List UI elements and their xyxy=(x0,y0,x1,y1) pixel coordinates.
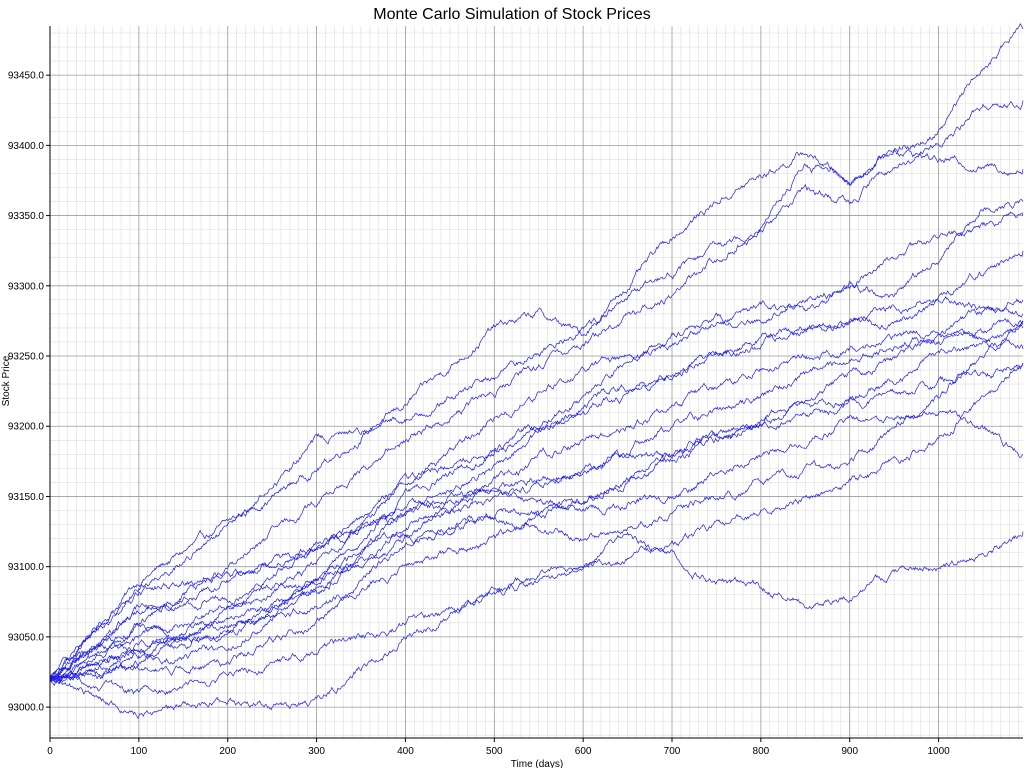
x-tick-label: 500 xyxy=(486,746,503,757)
series-line xyxy=(49,531,1024,720)
y-tick-label: 93050.0 xyxy=(8,632,45,643)
x-tick-label: 300 xyxy=(308,746,325,757)
series-line xyxy=(49,23,1024,680)
y-tick-label: 93300.0 xyxy=(8,281,45,292)
series-line xyxy=(49,362,1024,680)
x-tick-label: 900 xyxy=(841,746,858,757)
y-tick-label: 93350.0 xyxy=(8,211,45,222)
chart-title: Monte Carlo Simulation of Stock Prices xyxy=(373,6,650,23)
series-line xyxy=(49,362,1024,696)
x-tick-labels: 0 100 200 300 400 500 600 700 800 900 1000 xyxy=(47,738,950,757)
series-line xyxy=(49,199,1024,680)
x-tick-label: 1000 xyxy=(927,746,950,757)
y-tick-label: 93000.0 xyxy=(8,703,45,714)
minor-grid xyxy=(50,26,1023,738)
y-tick-label: 93200.0 xyxy=(8,422,45,433)
y-tick-label: 93150.0 xyxy=(8,492,45,503)
y-tick-labels: 93000.0 93050.0 93100.0 93150.0 93200.0 93250… xyxy=(8,71,50,714)
x-tick-label: 400 xyxy=(397,746,414,757)
y-tick-label: 93250.0 xyxy=(8,352,45,363)
series-line xyxy=(49,318,1024,683)
series-line xyxy=(49,328,1024,682)
series-line xyxy=(49,100,1024,680)
x-tick-label: 600 xyxy=(575,746,592,757)
y-axis-label: Stock Price xyxy=(1,355,12,406)
y-tick-label: 93100.0 xyxy=(8,562,45,573)
x-tick-label: 800 xyxy=(753,746,770,757)
y-tick-label: 93400.0 xyxy=(8,141,45,152)
x-tick-label: 200 xyxy=(219,746,236,757)
series-line xyxy=(49,211,1024,680)
series-layer xyxy=(49,23,1024,720)
y-tick-label: 93450.0 xyxy=(8,71,45,82)
series-line xyxy=(49,324,1024,680)
axes xyxy=(49,26,1023,739)
x-axis-label: Time (days) xyxy=(511,759,563,768)
series-line xyxy=(49,250,1024,681)
series-line xyxy=(49,295,1024,682)
series-line xyxy=(49,409,1024,682)
x-tick-label: 100 xyxy=(131,746,148,757)
series-line xyxy=(49,320,1024,683)
x-tick-label: 0 xyxy=(47,746,53,757)
x-tick-label: 700 xyxy=(664,746,681,757)
series-line xyxy=(49,148,1024,680)
series-line xyxy=(49,298,1024,686)
